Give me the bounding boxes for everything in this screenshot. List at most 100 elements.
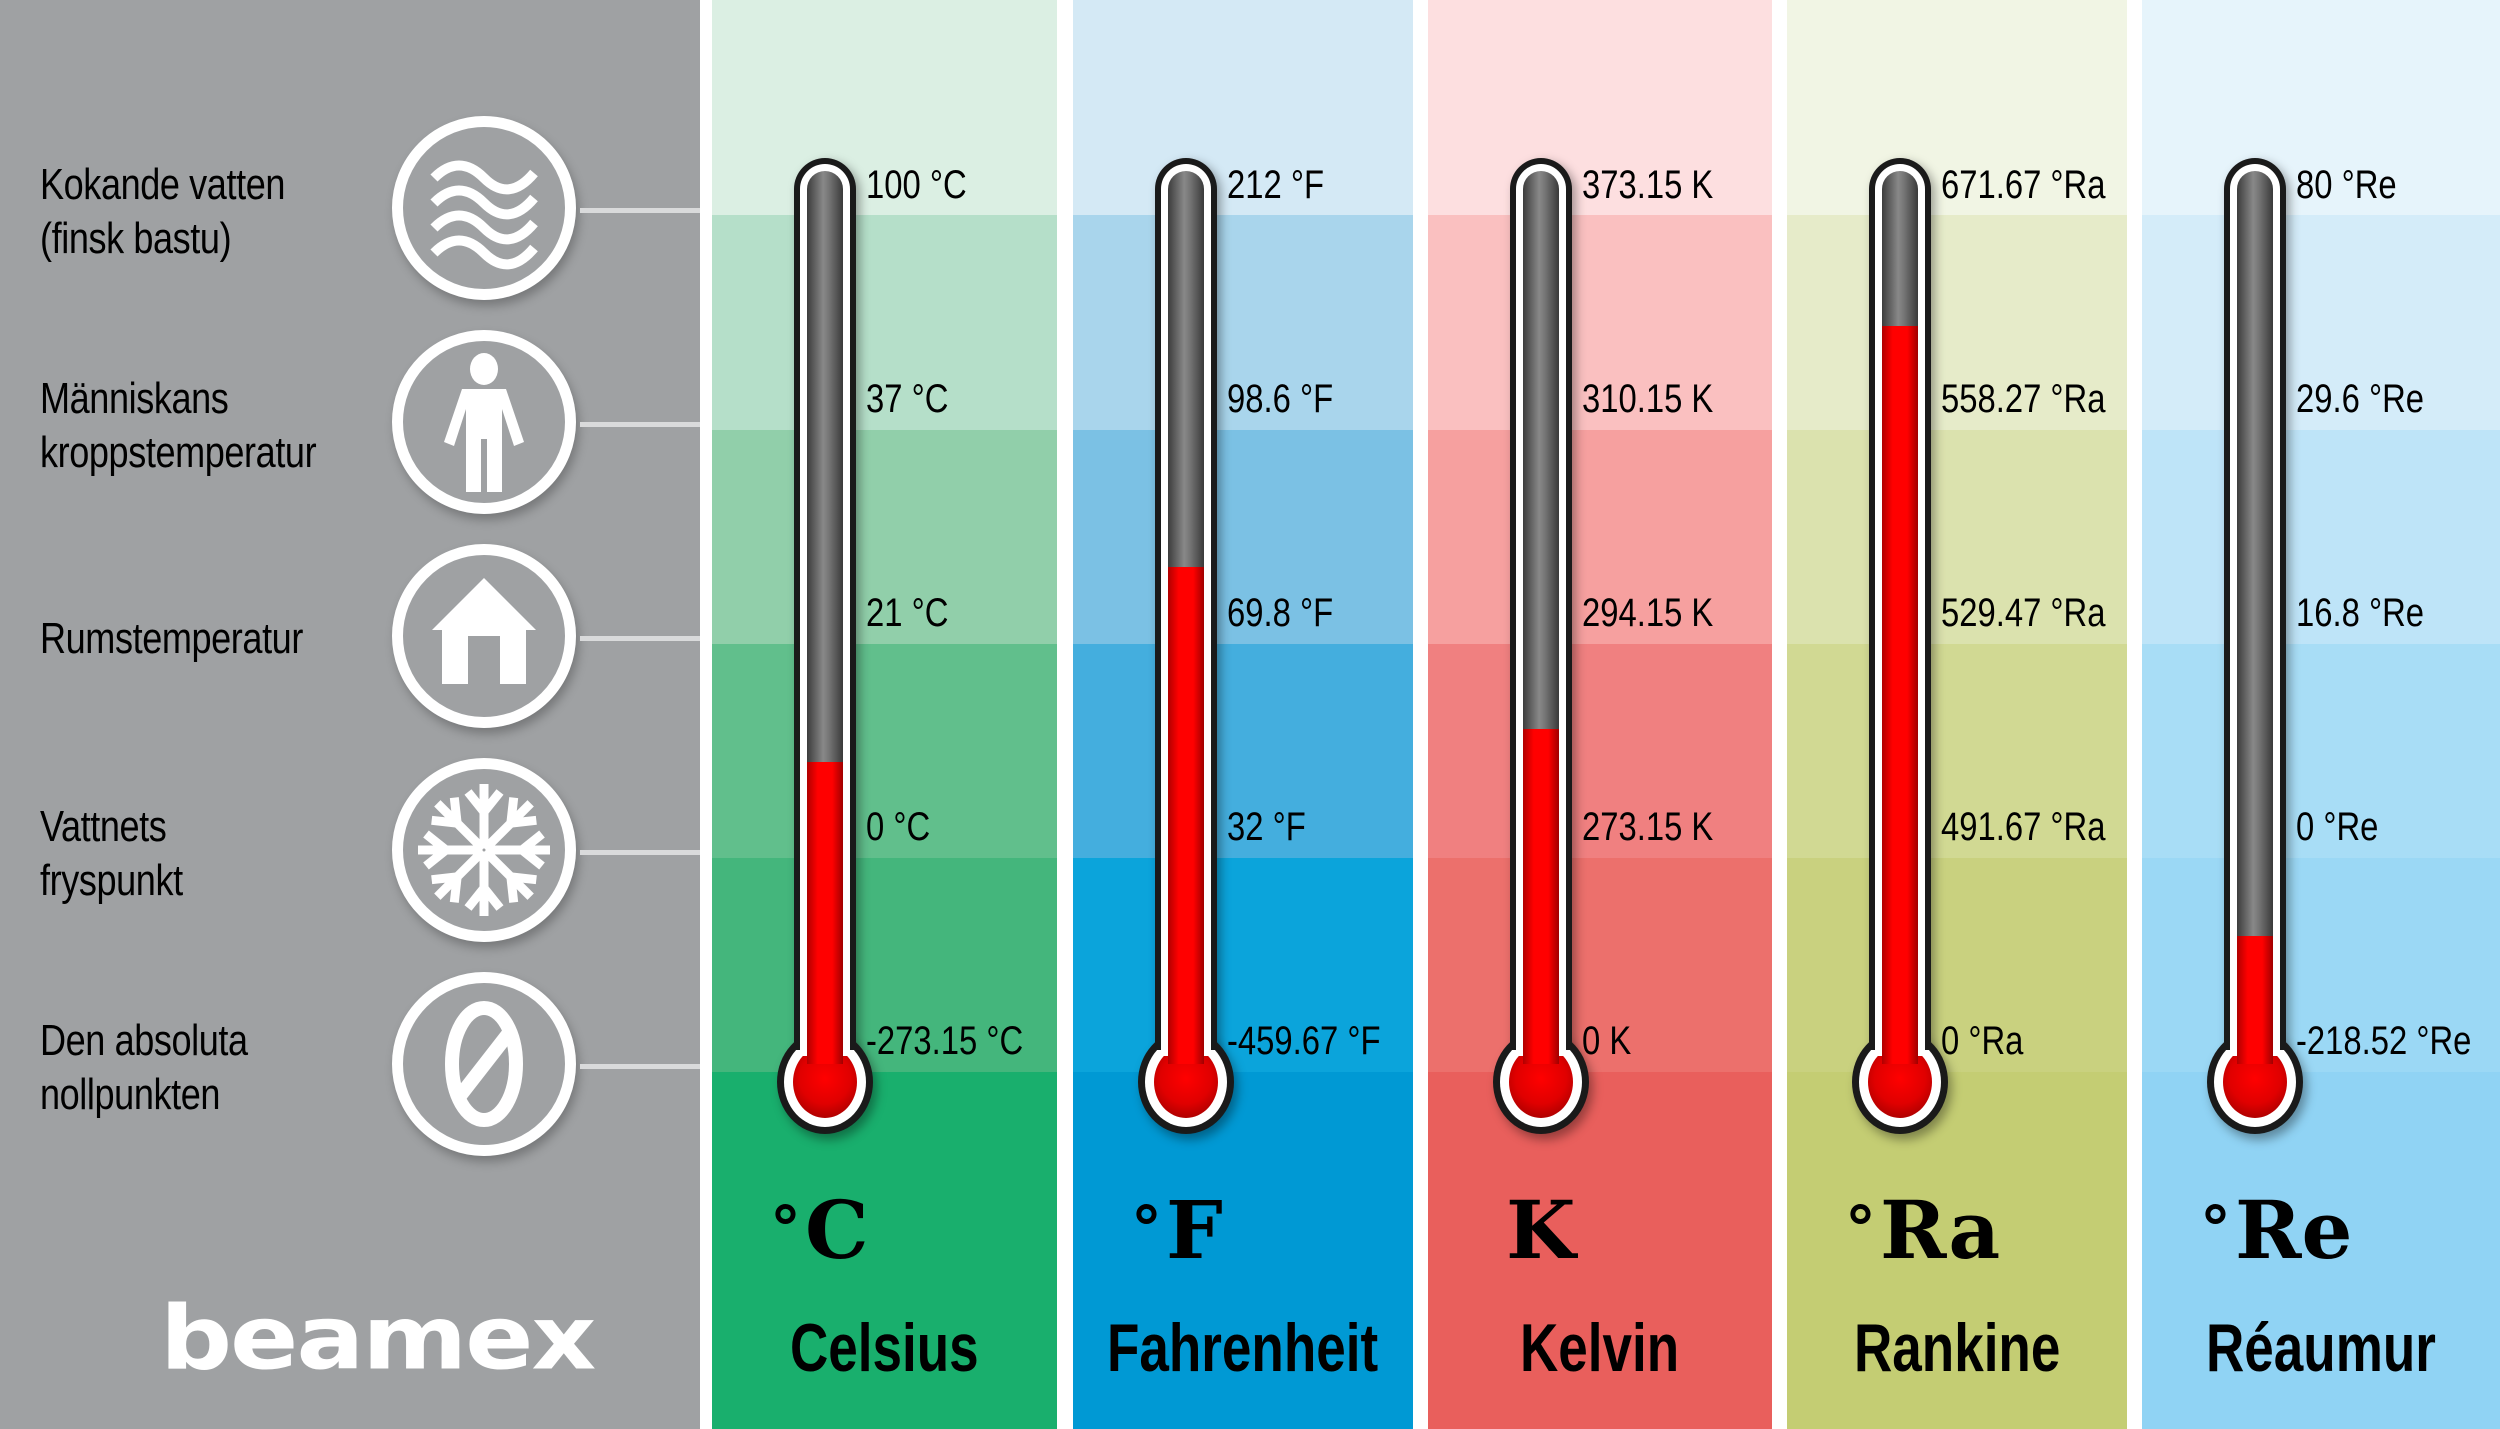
zero-icon xyxy=(392,972,576,1156)
color-band xyxy=(1428,0,1772,215)
color-band xyxy=(1073,1072,1413,1429)
color-band xyxy=(1787,858,2127,1072)
tick-label: 32 °F xyxy=(1227,805,1306,849)
unit-symbol: °Ra xyxy=(1845,1190,2000,1277)
unit-symbol-text: C xyxy=(805,1183,869,1277)
tick-label: 0 °Ra xyxy=(1941,1019,2024,1063)
tick-label: 16.8 °Re xyxy=(2296,591,2424,635)
tick-label: 0 K xyxy=(1582,1019,1632,1063)
color-band xyxy=(1428,430,1772,644)
unit-symbol-text: Ra xyxy=(1880,1183,2001,1277)
tick-label: 0 °Re xyxy=(2296,805,2379,849)
reference-row-room: Rumstemperatur xyxy=(0,536,712,736)
color-band xyxy=(2142,430,2500,644)
unit-symbol-text: Re xyxy=(2235,1183,2353,1277)
tick-label: 310.15 K xyxy=(1582,377,1714,421)
color-band xyxy=(2142,0,2500,215)
tick-label: 294.15 K xyxy=(1582,591,1714,635)
waves-icon xyxy=(392,116,576,300)
mercury-fill xyxy=(1882,326,1918,1060)
color-band xyxy=(1787,215,2127,430)
reference-label-line1: Den absoluta xyxy=(40,1016,248,1065)
tick-label: 21 °C xyxy=(866,591,949,635)
color-band xyxy=(1073,644,1413,858)
tick-label: 558.27 °Ra xyxy=(1941,377,2106,421)
mercury-fill xyxy=(807,762,843,1060)
tick-label: 29.6 °Re xyxy=(2296,377,2424,421)
reference-points-sidebar: Kokande vatten (finsk bastu) Människans … xyxy=(0,0,700,1429)
color-band xyxy=(1787,1072,2127,1429)
connector-line xyxy=(580,208,700,213)
degree-sign: ° xyxy=(770,1192,801,1265)
reference-row-freezing: Vattnets fryspunkt xyxy=(0,750,712,950)
connector-line xyxy=(580,850,700,855)
reference-label-line2: (finsk bastu) xyxy=(40,214,232,263)
tick-label: 373.15 K xyxy=(1582,163,1714,207)
color-band xyxy=(2142,858,2500,1072)
tick-label: -459.67 °F xyxy=(1227,1019,1381,1063)
color-band xyxy=(1787,644,2127,858)
color-band xyxy=(712,215,1057,430)
color-band xyxy=(1073,0,1413,215)
degree-sign: ° xyxy=(1845,1192,1876,1265)
house-icon xyxy=(392,544,576,728)
color-band xyxy=(1428,1072,1772,1429)
color-band xyxy=(712,858,1057,1072)
scale-name: Fahrenheit xyxy=(1107,1310,1379,1386)
thermometer-capillary xyxy=(1882,171,1918,1060)
reference-label-line2: nollpunkten xyxy=(40,1070,221,1119)
scale-name: Celsius xyxy=(790,1310,979,1386)
scale-column-kelvin: 373.15 K 310.15 K 294.15 K 273.15 K 0 K K Kelv… xyxy=(1428,0,1772,1429)
scale-column-celsius: 100 °C 37 °C 21 °C 0 °C -273.15 °C °C Celsius xyxy=(712,0,1057,1429)
tick-label: -218.52 °Re xyxy=(2296,1019,2472,1063)
tick-label: 69.8 °F xyxy=(1227,591,1334,635)
tick-label: 98.6 °F xyxy=(1227,377,1334,421)
unit-symbol: °F xyxy=(1131,1190,1223,1277)
connector-line xyxy=(580,1064,700,1069)
reference-label-line2: fryspunkt xyxy=(40,856,183,905)
thermometer-capillary xyxy=(1168,171,1204,1060)
tick-label: 212 °F xyxy=(1227,163,1324,207)
thermometer-bulb xyxy=(2207,1030,2303,1134)
degree-sign: ° xyxy=(2200,1192,2231,1265)
unit-symbol: °Re xyxy=(2200,1190,2352,1277)
scale-column-rankine: 671.67 °Ra 558.27 °Ra 529.47 °Ra 491.67 °Ra… xyxy=(1787,0,2127,1429)
color-band xyxy=(1073,215,1413,430)
thermometer-capillary xyxy=(2237,171,2273,1060)
color-band xyxy=(1428,215,1772,430)
color-band xyxy=(2142,644,2500,858)
person-icon xyxy=(392,330,576,514)
color-band xyxy=(1428,644,1772,858)
unit-symbol-text: F xyxy=(1166,1183,1223,1277)
tick-label: 529.47 °Ra xyxy=(1941,591,2106,635)
reference-row-absolute-zero: Den absoluta nollpunkten xyxy=(0,964,712,1164)
scale-column-reaumur: 80 °Re 29.6 °Re 16.8 °Re 0 °Re -218.52 °Re °R… xyxy=(2142,0,2500,1429)
tick-label: -273.15 °C xyxy=(866,1019,1024,1063)
color-band xyxy=(712,0,1057,215)
connector-line xyxy=(580,422,700,427)
color-band xyxy=(1428,858,1772,1072)
tick-label: 671.67 °Ra xyxy=(1941,163,2106,207)
scale-column-fahrenheit: 212 °F 98.6 °F 69.8 °F 32 °F -459.67 °F °F Fah… xyxy=(1073,0,1413,1429)
reference-label-line1: Rumstemperatur xyxy=(40,614,303,663)
color-band xyxy=(712,430,1057,644)
scale-name: Rankine xyxy=(1854,1310,2061,1386)
tick-label: 0 °C xyxy=(866,805,931,849)
mercury-fill xyxy=(1523,729,1559,1060)
color-band xyxy=(1787,0,2127,215)
reference-label-line1: Kokande vatten xyxy=(40,160,286,209)
unit-symbol: K xyxy=(1506,1190,1576,1270)
connector-line xyxy=(580,636,700,641)
color-band xyxy=(2142,215,2500,430)
color-band xyxy=(712,1072,1057,1429)
unit-symbol-text: K xyxy=(1506,1183,1576,1277)
thermometer-capillary xyxy=(1523,171,1559,1060)
color-band xyxy=(2142,1072,2500,1429)
reference-label-line1: Vattnets xyxy=(40,802,167,851)
unit-symbol: °C xyxy=(770,1190,869,1277)
color-band xyxy=(1073,430,1413,644)
thermometer-bulb xyxy=(777,1030,873,1134)
reference-label-line1: Människans xyxy=(40,374,229,423)
mercury-fill xyxy=(1168,567,1204,1060)
tick-label: 80 °Re xyxy=(2296,163,2397,207)
